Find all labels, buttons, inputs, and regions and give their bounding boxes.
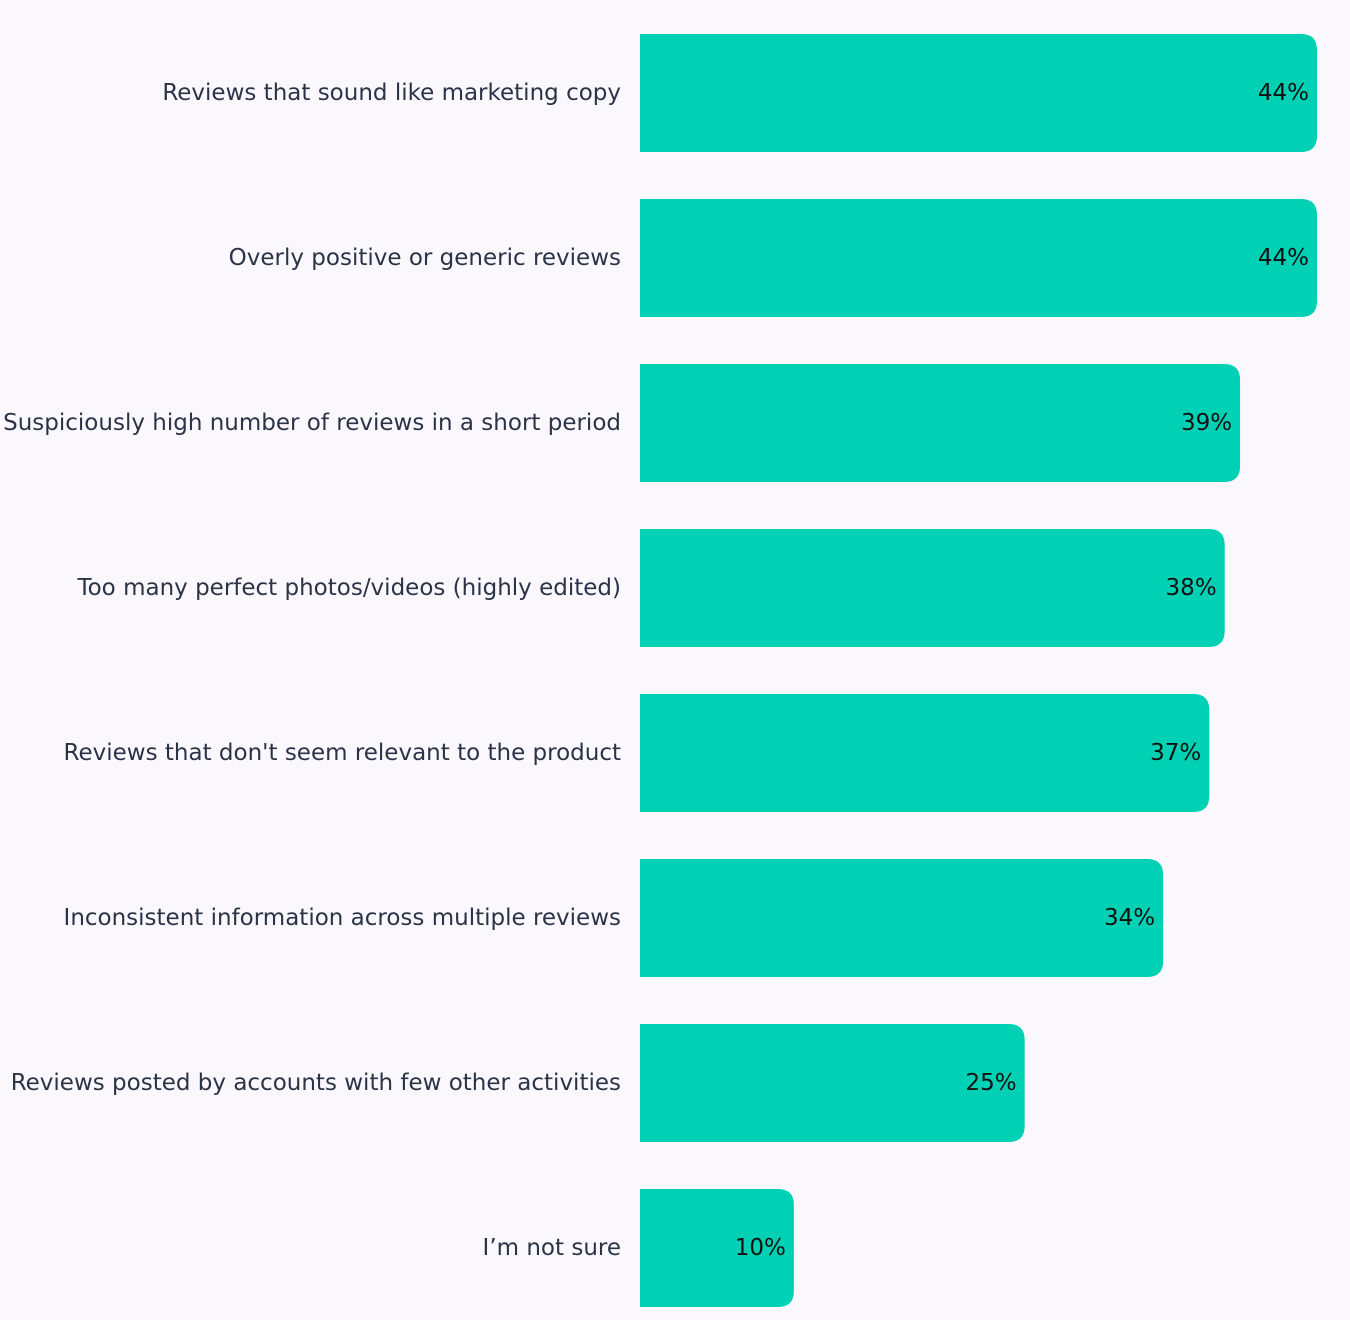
bar: [640, 1024, 1025, 1142]
value-label: 44%: [1258, 80, 1309, 106]
value-label: 44%: [1258, 245, 1309, 271]
bar: [640, 34, 1317, 152]
bar: [640, 694, 1210, 812]
value-label: 38%: [1166, 575, 1217, 601]
category-label: Reviews posted by accounts with few othe…: [11, 1070, 621, 1096]
category-label: Reviews that sound like marketing copy: [162, 80, 621, 106]
bar: [640, 199, 1317, 317]
bar: [640, 364, 1241, 482]
value-label: 39%: [1181, 410, 1232, 436]
bar-group: Reviews that sound like marketing copy 44…: [162, 34, 1317, 152]
category-label: Suspiciously high number of reviews in a…: [3, 410, 621, 436]
bar-group: Too many perfect photos/videos (highly e…: [76, 529, 1225, 647]
bar: [640, 859, 1164, 977]
category-label: Reviews that don't seem relevant to the …: [64, 740, 621, 766]
category-label: I’m not sure: [483, 1235, 621, 1261]
bar-group: Inconsistent information across multiple…: [64, 859, 1164, 977]
bar-group: I’m not sure 10%: [483, 1189, 794, 1307]
value-label: 25%: [966, 1070, 1017, 1096]
value-label: 34%: [1104, 905, 1155, 931]
value-label: 37%: [1150, 740, 1201, 766]
bar-group: Reviews posted by accounts with few othe…: [11, 1024, 1025, 1142]
bar: [640, 1189, 794, 1307]
bar-group: Overly positive or generic reviews 44%: [229, 199, 1317, 317]
bar-group: Reviews that don't seem relevant to the …: [64, 694, 1210, 812]
bar: [640, 529, 1225, 647]
value-label: 10%: [735, 1235, 786, 1261]
category-label: Too many perfect photos/videos (highly e…: [76, 575, 621, 601]
category-label: Inconsistent information across multiple…: [64, 905, 621, 931]
bar-group: Suspiciously high number of reviews in a…: [3, 364, 1241, 482]
category-label: Overly positive or generic reviews: [229, 245, 621, 271]
